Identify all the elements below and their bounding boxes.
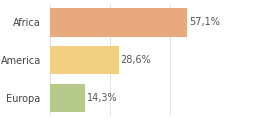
Text: 57,1%: 57,1%	[189, 17, 220, 27]
Text: 14,3%: 14,3%	[87, 93, 117, 103]
Text: 28,6%: 28,6%	[121, 55, 151, 65]
Bar	[50, 46, 119, 74]
Bar	[50, 84, 85, 112]
Bar	[50, 8, 187, 36]
